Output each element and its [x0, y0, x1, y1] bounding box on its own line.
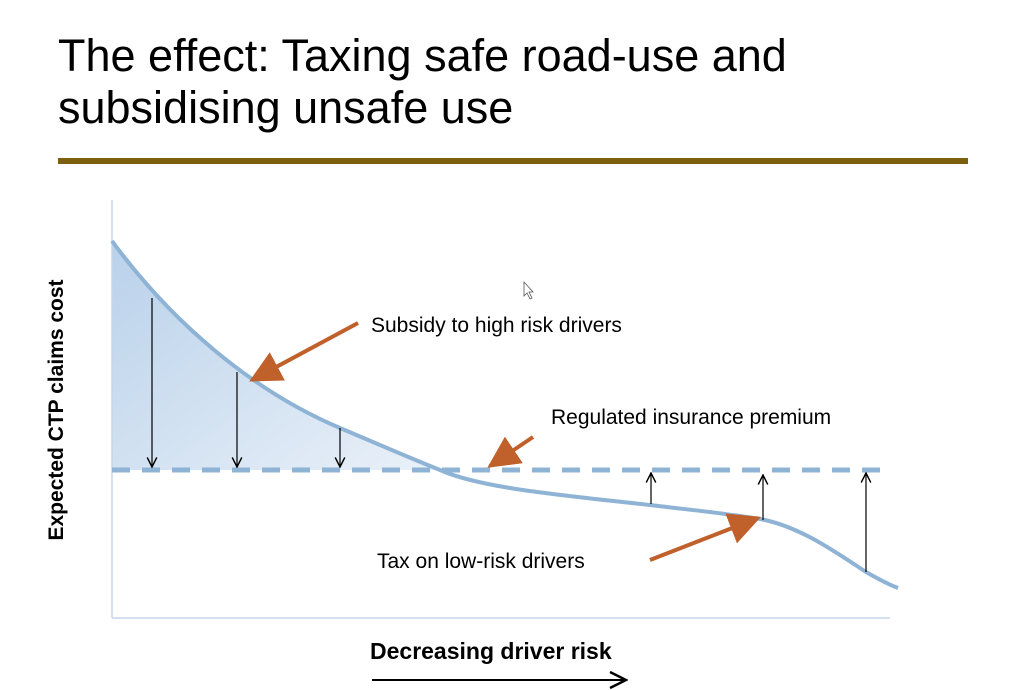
- mouse-cursor-icon: [523, 280, 534, 300]
- premium-label: Regulated insurance premium: [551, 406, 832, 429]
- tax-pointer-arrow: [649, 513, 761, 562]
- subsidy-area: [112, 241, 440, 470]
- y-axis-label: Expected CTP claims cost: [45, 279, 68, 541]
- cost-curve: [110, 239, 899, 590]
- title-line-2: subsidising unsafe use: [58, 82, 514, 133]
- tax-label: Tax on low-risk drivers: [377, 550, 585, 573]
- title-divider: [58, 158, 968, 164]
- premium-pointer-arrow: [487, 435, 535, 468]
- slide-title: The effect: Taxing safe road-use and sub…: [58, 30, 787, 134]
- subsidy-pointer-arrow: [249, 321, 359, 382]
- x-axis-label: Decreasing driver risk: [370, 638, 612, 664]
- title-line-1: The effect: Taxing safe road-use and: [58, 30, 787, 81]
- subsidy-label: Subsidy to high risk drivers: [371, 314, 622, 337]
